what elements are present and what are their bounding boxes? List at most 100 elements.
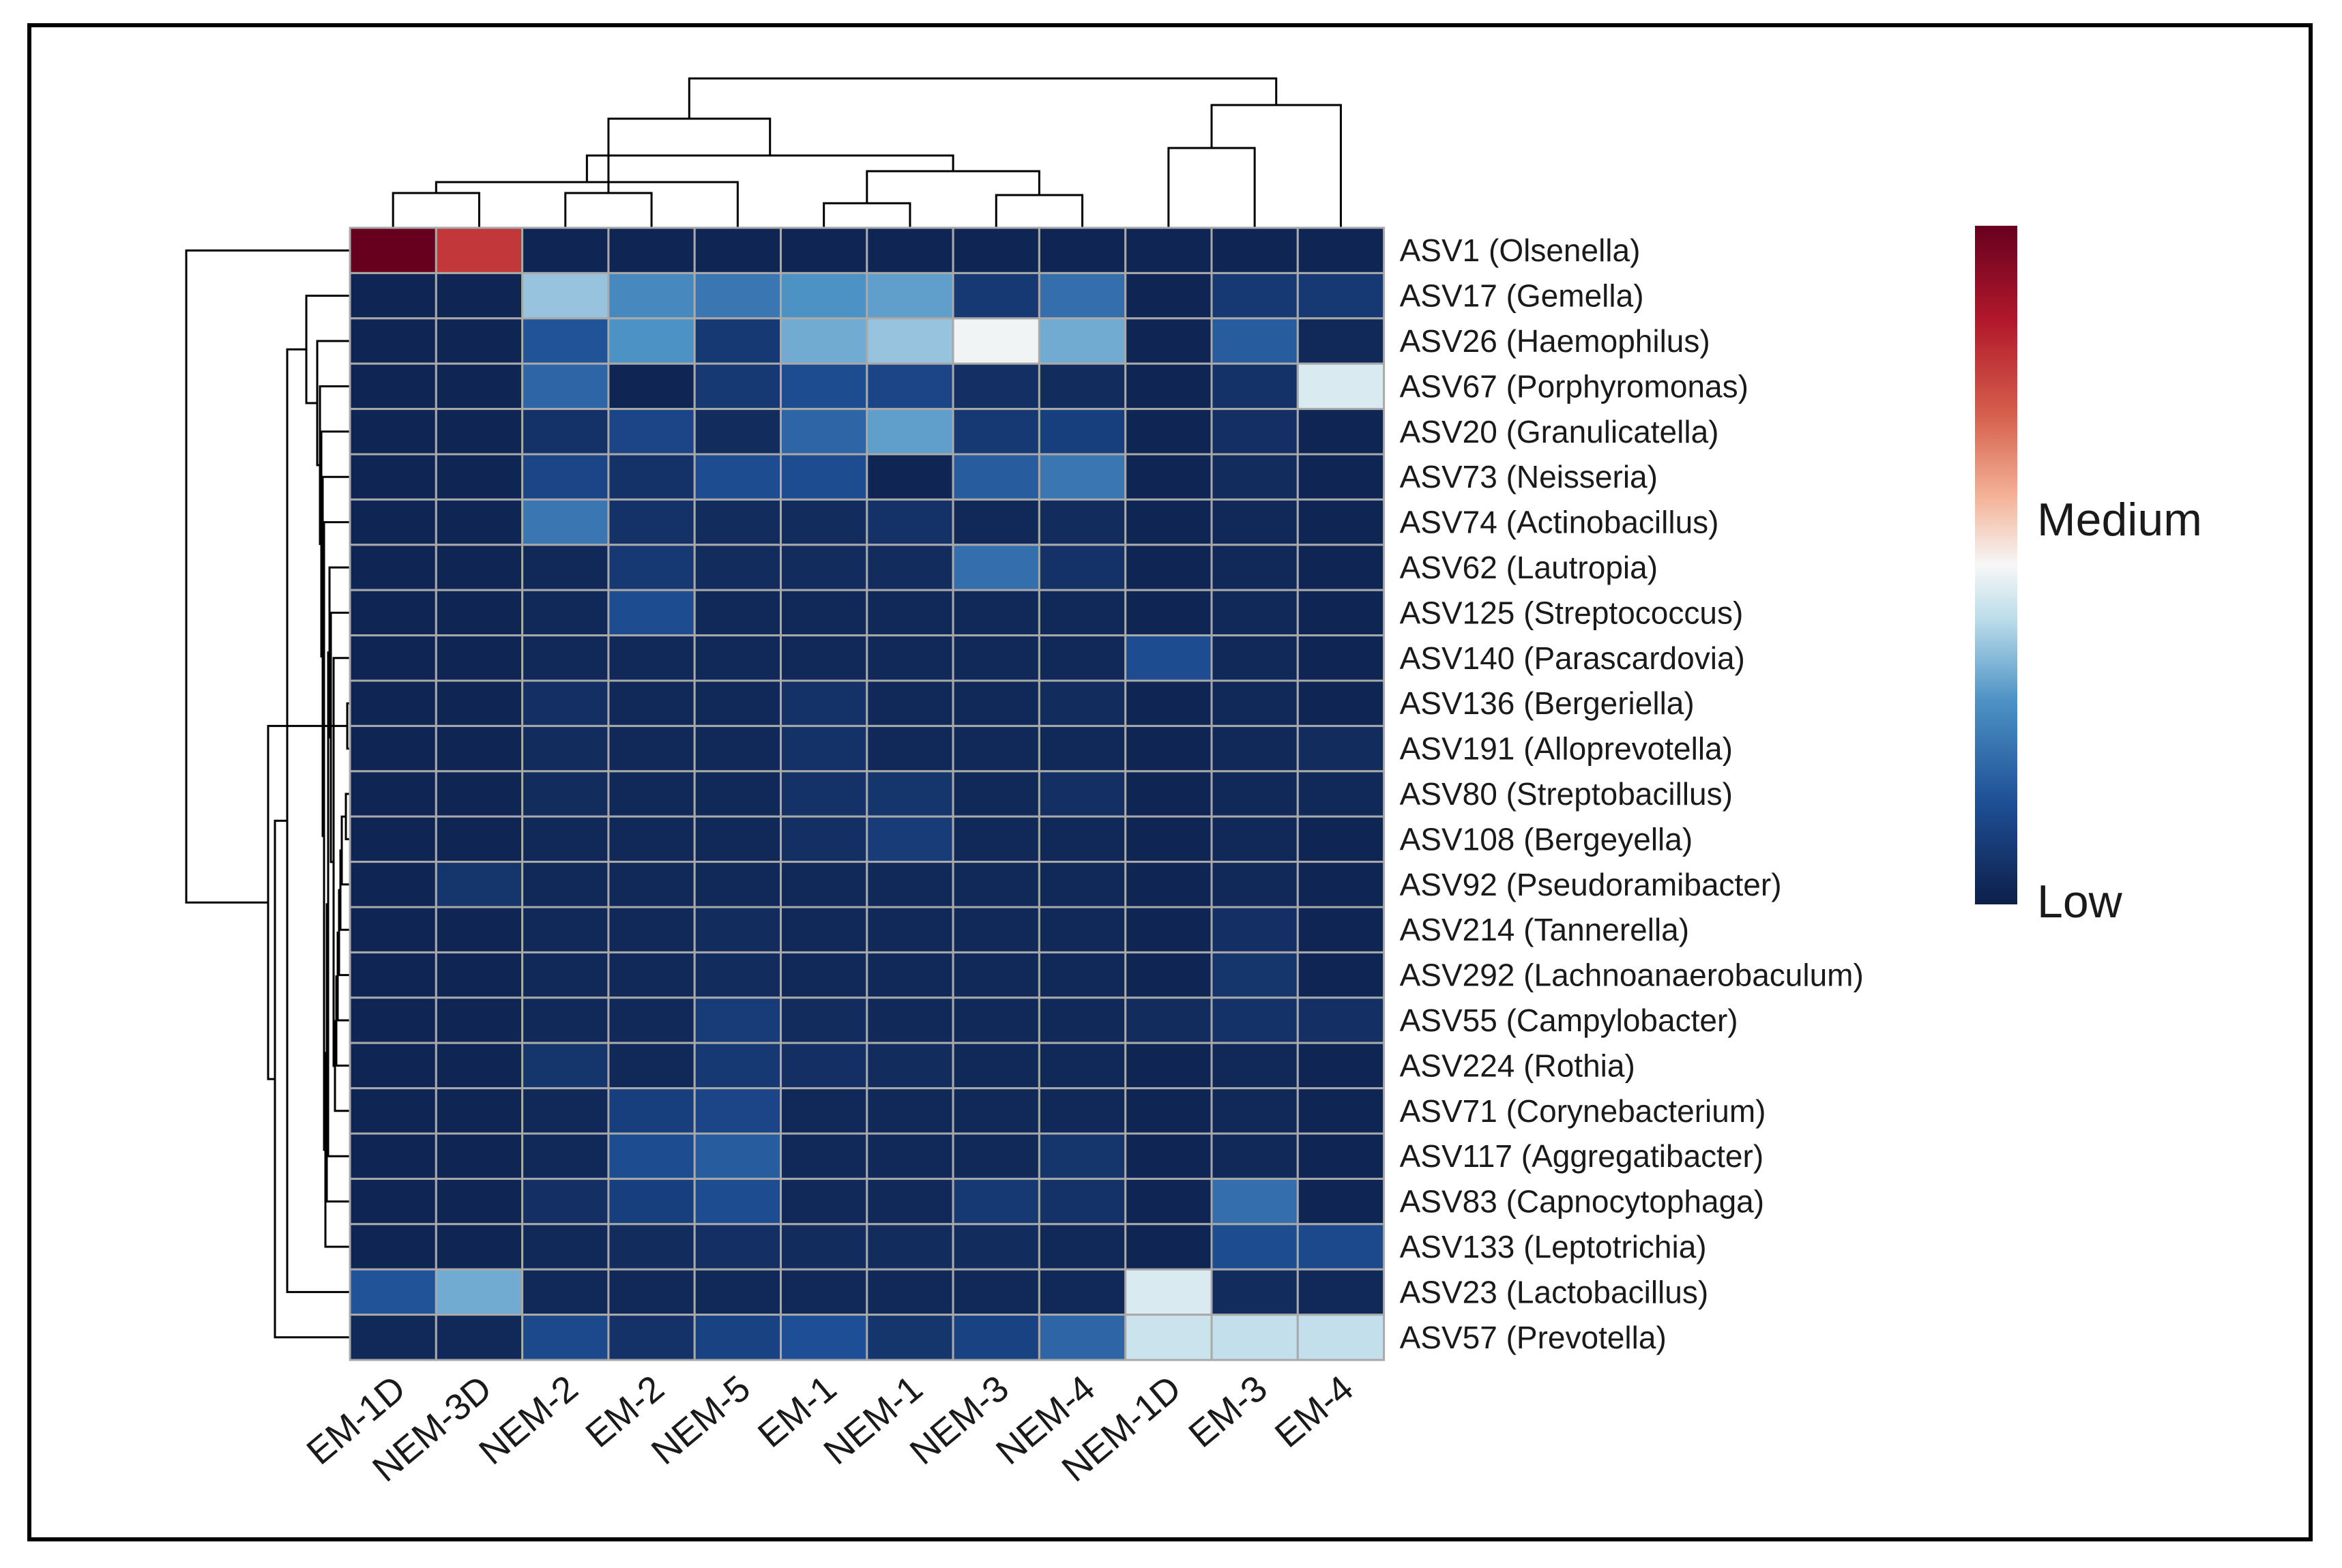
heatmap-cell xyxy=(349,1041,437,1090)
column-dendrogram-branch xyxy=(392,192,480,228)
heatmap-cell xyxy=(952,1314,1040,1361)
heatmap-cell xyxy=(693,634,782,682)
heatmap-cell xyxy=(952,679,1040,727)
heatmap-cell xyxy=(1296,544,1386,591)
heatmap-cell xyxy=(435,317,524,365)
heatmap-cell xyxy=(435,498,524,546)
row-label: ASV71 (Corynebacterium) xyxy=(1400,1093,1766,1129)
heatmap-cell xyxy=(349,861,437,908)
heatmap-cell xyxy=(349,996,437,1044)
column-dendrogram xyxy=(392,77,1342,228)
heatmap-cell xyxy=(1038,453,1127,501)
heatmap-cell xyxy=(952,634,1040,682)
heatmap-cell xyxy=(349,1223,437,1271)
heatmap-cell xyxy=(349,906,437,953)
heatmap-cell xyxy=(521,1314,610,1361)
heatmap-cell xyxy=(1296,1223,1386,1271)
row-label: ASV292 (Lachnoanaerobaculum) xyxy=(1400,958,1864,993)
column-dendrogram-branch xyxy=(995,194,1084,228)
column-labels: EM-1DNEM-3DNEM-2EM-2NEM-5EM-1NEM-1NEM-3N… xyxy=(299,1367,1362,1490)
heatmap-cell xyxy=(1124,951,1213,999)
heatmap-cell xyxy=(607,770,696,818)
heatmap-cell xyxy=(607,362,696,411)
figure-frame: ASV1 (Olsenella) ASV17 (Gemella) ASV26 (Ha… xyxy=(27,23,2313,1541)
heatmap-cell xyxy=(780,724,868,773)
heatmap-cell xyxy=(607,1132,696,1180)
heatmap-cell xyxy=(521,679,610,727)
heatmap-cell xyxy=(1210,996,1299,1044)
heatmap-cell xyxy=(693,544,782,591)
row-label: ASV224 (Rothia) xyxy=(1400,1048,1635,1083)
heatmap-cell xyxy=(1210,1223,1299,1271)
heatmap-cell xyxy=(1038,408,1127,456)
heatmap-cell xyxy=(866,1087,954,1135)
heatmap-cell xyxy=(521,453,610,501)
heatmap-cell xyxy=(952,453,1040,501)
heatmap-cell xyxy=(1038,271,1127,320)
heatmap-cell xyxy=(952,1132,1040,1180)
heatmap-cell xyxy=(1038,815,1127,863)
heatmap-cell xyxy=(866,453,954,501)
heatmap-cell xyxy=(349,453,437,501)
heatmap-cell xyxy=(1038,1314,1127,1361)
heatmap-cell xyxy=(1296,408,1386,456)
heatmap-cell xyxy=(780,951,868,999)
heatmap-cell xyxy=(1210,498,1299,546)
row-label: ASV191 (Alloprevotella) xyxy=(1400,731,1733,767)
row-label: ASV73 (Neisseria) xyxy=(1400,459,1658,494)
heatmap-cell xyxy=(607,724,696,773)
heatmap-cell xyxy=(435,271,524,320)
heatmap-cell xyxy=(866,271,954,320)
row-label: ASV62 (Lautropia) xyxy=(1400,550,1658,585)
heatmap-cell xyxy=(1210,906,1299,953)
heatmap-cell xyxy=(866,362,954,411)
heatmap-cell xyxy=(349,1087,437,1135)
heatmap-cell xyxy=(952,317,1040,365)
heatmap-cell xyxy=(1210,634,1299,682)
heatmap-cell xyxy=(1210,770,1299,818)
heatmap-cell xyxy=(1038,724,1127,773)
heatmap-chart: ASV1 (Olsenella) ASV17 (Gemella) ASV26 (Ha… xyxy=(185,77,2202,1490)
row-label: ASV92 (Pseudoramibacter) xyxy=(1400,867,1782,902)
column-dendrogram-branch xyxy=(585,154,954,182)
heatmap-cell xyxy=(521,815,610,863)
heatmap-cell xyxy=(607,906,696,953)
heatmap-cell xyxy=(607,1041,696,1090)
heatmap-cell xyxy=(521,271,610,320)
colorbar-gradient xyxy=(1975,226,2017,904)
heatmap-cell xyxy=(607,996,696,1044)
heatmap-cell xyxy=(693,226,782,274)
heatmap-cell xyxy=(1296,951,1386,999)
row-label: ASV133 (Leptotrichia) xyxy=(1400,1229,1707,1264)
heatmap-cell xyxy=(866,951,954,999)
heatmap-cell xyxy=(1210,317,1299,365)
heatmap-cell xyxy=(952,724,1040,773)
heatmap-cell xyxy=(866,408,954,456)
heatmap-cell xyxy=(780,1177,868,1226)
heatmap-cell xyxy=(521,1177,610,1226)
heatmap-cell xyxy=(693,1177,782,1226)
heatmap-cell xyxy=(521,996,610,1044)
row-label: ASV83 (Capnocytophaga) xyxy=(1400,1184,1764,1219)
heatmap-cell xyxy=(866,544,954,591)
heatmap-cell xyxy=(1210,1087,1299,1135)
heatmap-cell xyxy=(780,1087,868,1135)
heatmap-cell xyxy=(1296,317,1386,365)
heatmap-cell xyxy=(952,1087,1040,1135)
heatmap-cell xyxy=(693,453,782,501)
heatmap-cell xyxy=(607,815,696,863)
heatmap-cell xyxy=(1296,226,1386,274)
heatmap-cell xyxy=(349,317,437,365)
row-label: ASV57 (Prevotella) xyxy=(1400,1320,1667,1355)
heatmap-cell xyxy=(693,815,782,863)
heatmap-cell xyxy=(1296,996,1386,1044)
heatmap-cell xyxy=(780,815,868,863)
heatmap-cell xyxy=(780,1223,868,1271)
heatmap-cell xyxy=(952,362,1040,411)
heatmap-cell xyxy=(1210,1268,1299,1316)
heatmap-cell xyxy=(952,861,1040,908)
heatmap-cell xyxy=(1296,271,1386,320)
heatmap-cell xyxy=(1296,453,1386,501)
heatmap-cell xyxy=(1296,1041,1386,1090)
heatmap-cell xyxy=(1038,1177,1127,1226)
